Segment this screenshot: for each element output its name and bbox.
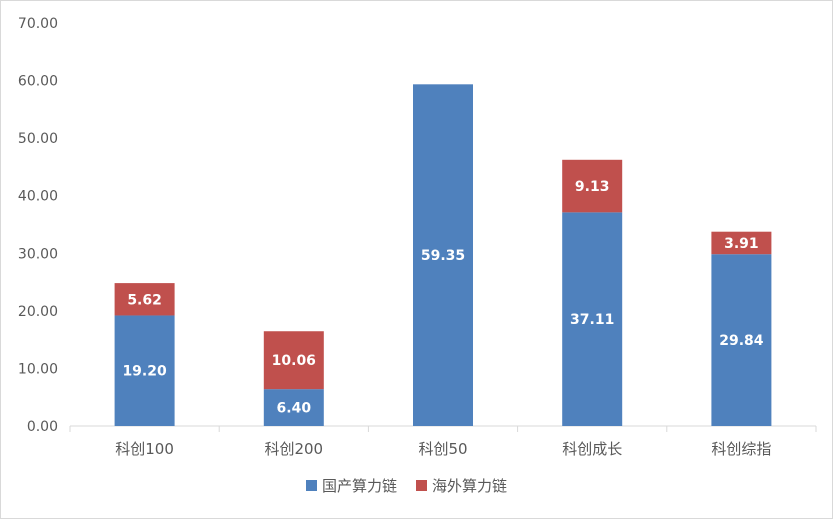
bar-segment[interactable] bbox=[562, 212, 623, 426]
data-label: 9.13 bbox=[575, 179, 610, 195]
data-label: 10.06 bbox=[272, 353, 316, 369]
x-tick-label: 科创综指 bbox=[711, 440, 771, 458]
data-label: 6.40 bbox=[277, 401, 312, 417]
data-label: 3.91 bbox=[724, 236, 759, 252]
y-tick-label: 40.00 bbox=[18, 189, 58, 205]
data-label: 5.62 bbox=[127, 292, 162, 308]
legend-swatch bbox=[416, 480, 427, 491]
y-tick-label: 20.00 bbox=[18, 304, 58, 320]
y-tick-label: 10.00 bbox=[18, 361, 58, 377]
bar-segment[interactable] bbox=[263, 331, 324, 390]
legend-swatch bbox=[306, 480, 317, 491]
y-tick-label: 30.00 bbox=[18, 246, 58, 262]
data-label: 19.20 bbox=[122, 364, 167, 380]
bar-segment[interactable] bbox=[114, 315, 175, 426]
x-tick-label: 科创100 bbox=[115, 440, 174, 458]
data-label: 29.84 bbox=[719, 333, 764, 349]
y-tick-label: 60.00 bbox=[18, 74, 58, 90]
legend-label: 海外算力链 bbox=[432, 477, 507, 495]
y-tick-label: 50.00 bbox=[18, 131, 58, 147]
data-label: 59.35 bbox=[421, 248, 465, 264]
y-tick-label: 0.00 bbox=[27, 419, 58, 435]
x-tick-label: 科创成长 bbox=[562, 440, 622, 458]
bar-segment[interactable] bbox=[711, 231, 772, 255]
x-tick-label: 科创50 bbox=[418, 440, 467, 458]
x-tick-label: 科创200 bbox=[264, 440, 323, 458]
bar-segment[interactable] bbox=[263, 389, 324, 426]
bar-segment[interactable] bbox=[711, 254, 772, 426]
y-tick-label: 70.00 bbox=[18, 16, 58, 32]
bar-segment[interactable] bbox=[562, 159, 623, 213]
data-label: 37.11 bbox=[570, 312, 614, 328]
bar-segment[interactable] bbox=[413, 84, 473, 426]
legend-label: 国产算力链 bbox=[322, 477, 397, 495]
bar-segment[interactable] bbox=[114, 283, 175, 316]
